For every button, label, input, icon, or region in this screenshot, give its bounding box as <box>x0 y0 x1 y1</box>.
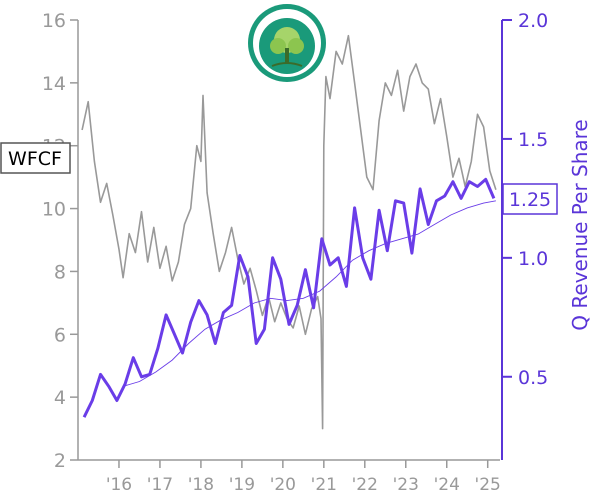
x-tick-label: '17 <box>147 475 173 495</box>
x-tick-label: '22 <box>352 475 378 495</box>
ticks-layer: 2468101214160.51.01.52.0'16'17'18'19'20'… <box>42 10 548 495</box>
y-left-tick-label: 14 <box>42 73 66 95</box>
y-left-tick-label: 4 <box>54 387 66 409</box>
ticker-text: WFCF <box>8 148 62 170</box>
x-tick-label: '25 <box>475 475 501 495</box>
axes-layer <box>77 20 503 461</box>
y-right-tick-label: 1.5 <box>518 129 548 151</box>
x-tick-label: '23 <box>393 475 419 495</box>
x-tick-label: '24 <box>434 475 460 495</box>
y-right-tick-label: 0.5 <box>518 367 548 389</box>
revenue-line <box>82 177 496 418</box>
x-tick-label: '19 <box>229 475 255 495</box>
last-value-text: 1.25 <box>509 189 551 211</box>
y-left-tick-label: 16 <box>42 10 66 32</box>
tree-icon <box>270 27 304 67</box>
y-left-tick-label: 2 <box>54 450 66 472</box>
x-tick-label: '16 <box>106 475 132 495</box>
company-logo <box>248 4 326 82</box>
y-right-tick-label: 1.0 <box>518 248 548 270</box>
last-value-label: 1.25 <box>502 183 558 215</box>
y2-axis-label: Q Revenue Per Share <box>568 119 592 331</box>
revenue-series-layer <box>82 177 496 418</box>
price-line <box>81 34 497 430</box>
last-value-box <box>502 183 558 215</box>
x-tick-label: '20 <box>270 475 296 495</box>
y-right-tick-label: 2.0 <box>518 10 548 32</box>
price-series-layer <box>81 34 497 430</box>
x-tick-label: '21 <box>311 475 337 495</box>
y-left-tick-label: 8 <box>54 261 66 283</box>
ticker-box <box>0 142 71 174</box>
y-left-tick-label: 10 <box>42 199 66 221</box>
y-left-tick-label: 6 <box>54 324 66 346</box>
x-tick-label: '18 <box>188 475 214 495</box>
ticker-label: WFCF <box>0 142 71 174</box>
